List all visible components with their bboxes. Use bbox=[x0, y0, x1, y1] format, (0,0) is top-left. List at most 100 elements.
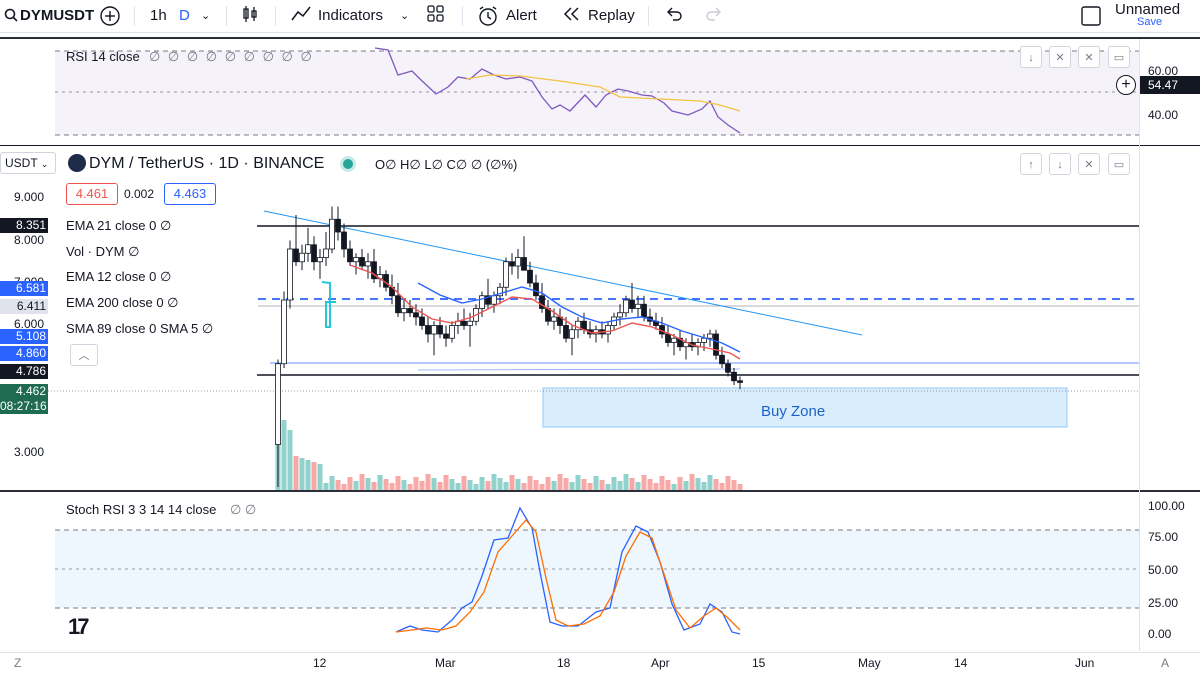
pane-collapse-icon[interactable]: ✕ bbox=[1078, 153, 1100, 175]
candle-body bbox=[665, 333, 671, 343]
volume-bar bbox=[557, 474, 563, 490]
volume-bar bbox=[707, 475, 713, 490]
volume-bars bbox=[275, 410, 743, 490]
stoch-legend[interactable]: Stoch RSI 3 3 14 14 close bbox=[66, 502, 217, 517]
pane-separator[interactable] bbox=[0, 145, 1200, 146]
indicator-ema200[interactable]: EMA 200 close 0 ∅ bbox=[66, 295, 179, 310]
indicator-volume[interactable]: Vol · DYM ∅ bbox=[66, 244, 140, 259]
chart-title[interactable]: DYM / TetherUS · 1D · BINANCE bbox=[89, 155, 325, 172]
candle-body bbox=[335, 218, 341, 233]
rewind-icon[interactable] bbox=[562, 0, 582, 32]
add-line-plus-icon[interactable]: + bbox=[1116, 75, 1136, 95]
candle-body bbox=[305, 244, 311, 254]
rsi-current-value: 54.47 bbox=[1140, 76, 1200, 94]
candle-body bbox=[641, 303, 647, 318]
volume-bar bbox=[587, 483, 593, 490]
volume-bar bbox=[383, 479, 389, 490]
stoch-axis-100: 100.00 bbox=[1148, 499, 1185, 513]
volume-bar bbox=[299, 458, 305, 490]
rsi-pane-chart[interactable] bbox=[0, 39, 1140, 145]
volume-bar bbox=[425, 474, 431, 490]
market-status-dot-icon[interactable] bbox=[343, 159, 353, 169]
stoch-rsi-chart[interactable] bbox=[0, 492, 1140, 652]
price-axis-6000: 6.000 bbox=[14, 317, 45, 331]
interval-d-button[interactable]: D bbox=[179, 7, 190, 24]
stoch-d-line bbox=[395, 518, 741, 633]
collapse-legend-chevron-up-icon[interactable]: ︿ bbox=[70, 344, 98, 366]
candle-body bbox=[293, 248, 299, 263]
price-badge-4786: 4.786 bbox=[0, 364, 48, 379]
alert-button[interactable]: Alert bbox=[506, 7, 537, 24]
buy-button[interactable]: 4.463 bbox=[164, 183, 216, 205]
candle-body bbox=[311, 244, 317, 263]
indicator-sma89[interactable]: SMA 89 close 0 SMA 5 ∅ bbox=[66, 321, 214, 336]
volume-bar bbox=[605, 484, 611, 490]
price-axis-3000: 3.000 bbox=[14, 445, 45, 459]
pane-separator[interactable] bbox=[0, 490, 1200, 492]
time-label-12: 12 bbox=[313, 656, 327, 670]
symbol-name[interactable]: DYMUSDT bbox=[20, 7, 95, 24]
rsi-legend-values: ∅ ∅ ∅ ∅ ∅ ∅ ∅ ∅ ∅ bbox=[149, 49, 314, 64]
pane-close-icon[interactable]: ✕ bbox=[1049, 46, 1071, 68]
pane-move-down-icon[interactable]: ↓ bbox=[1049, 153, 1071, 175]
volume-bar bbox=[677, 477, 683, 490]
spread-value: 0.002 bbox=[124, 187, 155, 201]
indicator-ema12[interactable]: EMA 12 close 0 ∅ bbox=[66, 269, 172, 284]
volume-bar bbox=[329, 476, 335, 490]
volume-bar bbox=[377, 475, 383, 490]
rsi-ma-line bbox=[465, 74, 741, 112]
pane-maximize-icon[interactable]: ▭ bbox=[1108, 153, 1130, 175]
sell-button[interactable]: 4.461 bbox=[66, 183, 118, 205]
symbol-search-icon[interactable] bbox=[4, 0, 18, 32]
trend-line bbox=[263, 210, 863, 336]
replay-button[interactable]: Replay bbox=[588, 7, 635, 24]
candle-body bbox=[371, 261, 377, 280]
candle-body bbox=[533, 282, 539, 297]
indicators-button[interactable]: Indicators bbox=[318, 7, 384, 24]
stoch-axis-25: 25.00 bbox=[1148, 596, 1179, 610]
save-link[interactable]: Save bbox=[1137, 16, 1163, 28]
candle-body bbox=[551, 316, 557, 322]
alert-clock-icon[interactable] bbox=[477, 0, 499, 32]
time-label-15: 15 bbox=[752, 656, 766, 670]
candle-body bbox=[509, 261, 515, 267]
layout-name[interactable]: Unnamed bbox=[1115, 1, 1181, 18]
volume-bar bbox=[575, 475, 581, 490]
chart-type-button[interactable] bbox=[240, 0, 260, 32]
templates-icon[interactable] bbox=[426, 0, 446, 32]
pane-move-up-icon[interactable]: ↑ bbox=[1020, 153, 1042, 175]
candle-body bbox=[719, 354, 725, 365]
chevron-down-icon[interactable]: ⌄ bbox=[201, 10, 211, 22]
pane-collapse-icon[interactable]: ✕ bbox=[1078, 46, 1100, 68]
candle-body bbox=[353, 257, 359, 263]
timezone-z-button[interactable]: Z bbox=[14, 656, 22, 670]
candle-body bbox=[425, 325, 431, 335]
symbol-chip[interactable]: USDT ⌄ bbox=[0, 152, 56, 174]
time-label-18: 18 bbox=[557, 656, 571, 670]
indicator-ema21[interactable]: EMA 21 close 0 ∅ bbox=[66, 218, 172, 233]
volume-bar bbox=[623, 474, 629, 490]
volume-bar bbox=[353, 481, 359, 490]
indicators-icon[interactable] bbox=[290, 0, 312, 32]
add-symbol-button[interactable] bbox=[97, 0, 123, 32]
layout-square-icon[interactable] bbox=[1080, 0, 1102, 32]
price-badge-4462: 4.462 bbox=[0, 384, 48, 399]
rsi-legend[interactable]: RSI 14 close bbox=[66, 49, 140, 64]
pane-move-down-icon[interactable]: ↓ bbox=[1020, 46, 1042, 68]
redo-icon[interactable] bbox=[704, 0, 724, 32]
volume-bar bbox=[647, 479, 653, 490]
auto-scale-a-button[interactable]: A bbox=[1161, 656, 1170, 670]
volume-bar bbox=[341, 484, 347, 490]
tradingview-logo-icon[interactable]: 17 bbox=[68, 614, 90, 639]
undo-icon[interactable] bbox=[664, 0, 684, 32]
pane-separator[interactable] bbox=[0, 37, 1200, 39]
main-price-chart[interactable] bbox=[0, 147, 1140, 490]
candle-body bbox=[503, 261, 509, 288]
volume-bar bbox=[551, 481, 557, 490]
pane-maximize-icon[interactable]: ▭ bbox=[1108, 46, 1130, 68]
volume-bar bbox=[629, 478, 635, 490]
interval-1h-button[interactable]: 1h bbox=[150, 7, 167, 24]
candle-body bbox=[359, 257, 365, 267]
chevron-down-icon[interactable]: ⌄ bbox=[400, 10, 410, 22]
dym-logo-icon bbox=[68, 154, 86, 172]
